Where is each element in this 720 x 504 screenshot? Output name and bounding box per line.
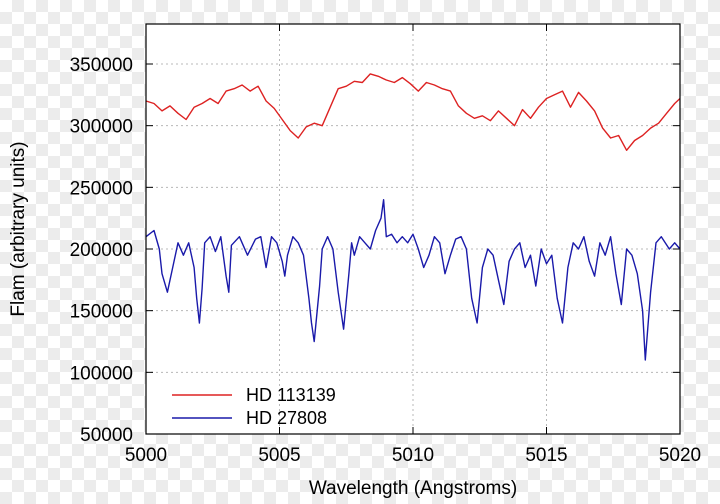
series-line-hd-113139 — [145, 73, 681, 152]
legend: HD 113139 HD 27808 — [172, 385, 336, 428]
legend-label-hd-113139: HD 113139 — [246, 385, 336, 405]
x-axis-label: Wavelength (Angstroms) — [309, 478, 517, 499]
grid-lines — [146, 24, 680, 434]
y-tick-label: 300000 — [70, 117, 133, 138]
y-tick-label: 250000 — [70, 178, 133, 199]
series-lines — [145, 73, 681, 361]
series-line-hd-27808 — [145, 198, 681, 361]
x-tick-label: 5000 — [125, 445, 167, 466]
y-axis-ticks: 50000 100000 150000 200000 250000 300000 35000… — [70, 55, 680, 446]
x-tick-label: 5015 — [525, 445, 567, 466]
y-tick-label: 100000 — [70, 363, 133, 384]
y-tick-label: 50000 — [80, 425, 133, 446]
y-tick-label: 200000 — [70, 240, 133, 261]
x-tick-label: 5005 — [258, 445, 300, 466]
x-tick-label: 5020 — [659, 445, 701, 466]
y-axis-label: Flam (arbitrary units) — [8, 141, 29, 316]
x-tick-label: 5010 — [392, 445, 434, 466]
legend-label-hd-27808: HD 27808 — [246, 408, 327, 428]
y-tick-label: 350000 — [70, 55, 133, 76]
plot-frame — [145, 23, 681, 435]
x-axis-ticks: 5000 5005 5010 5015 5020 — [125, 24, 701, 466]
y-tick-label: 150000 — [70, 302, 133, 323]
